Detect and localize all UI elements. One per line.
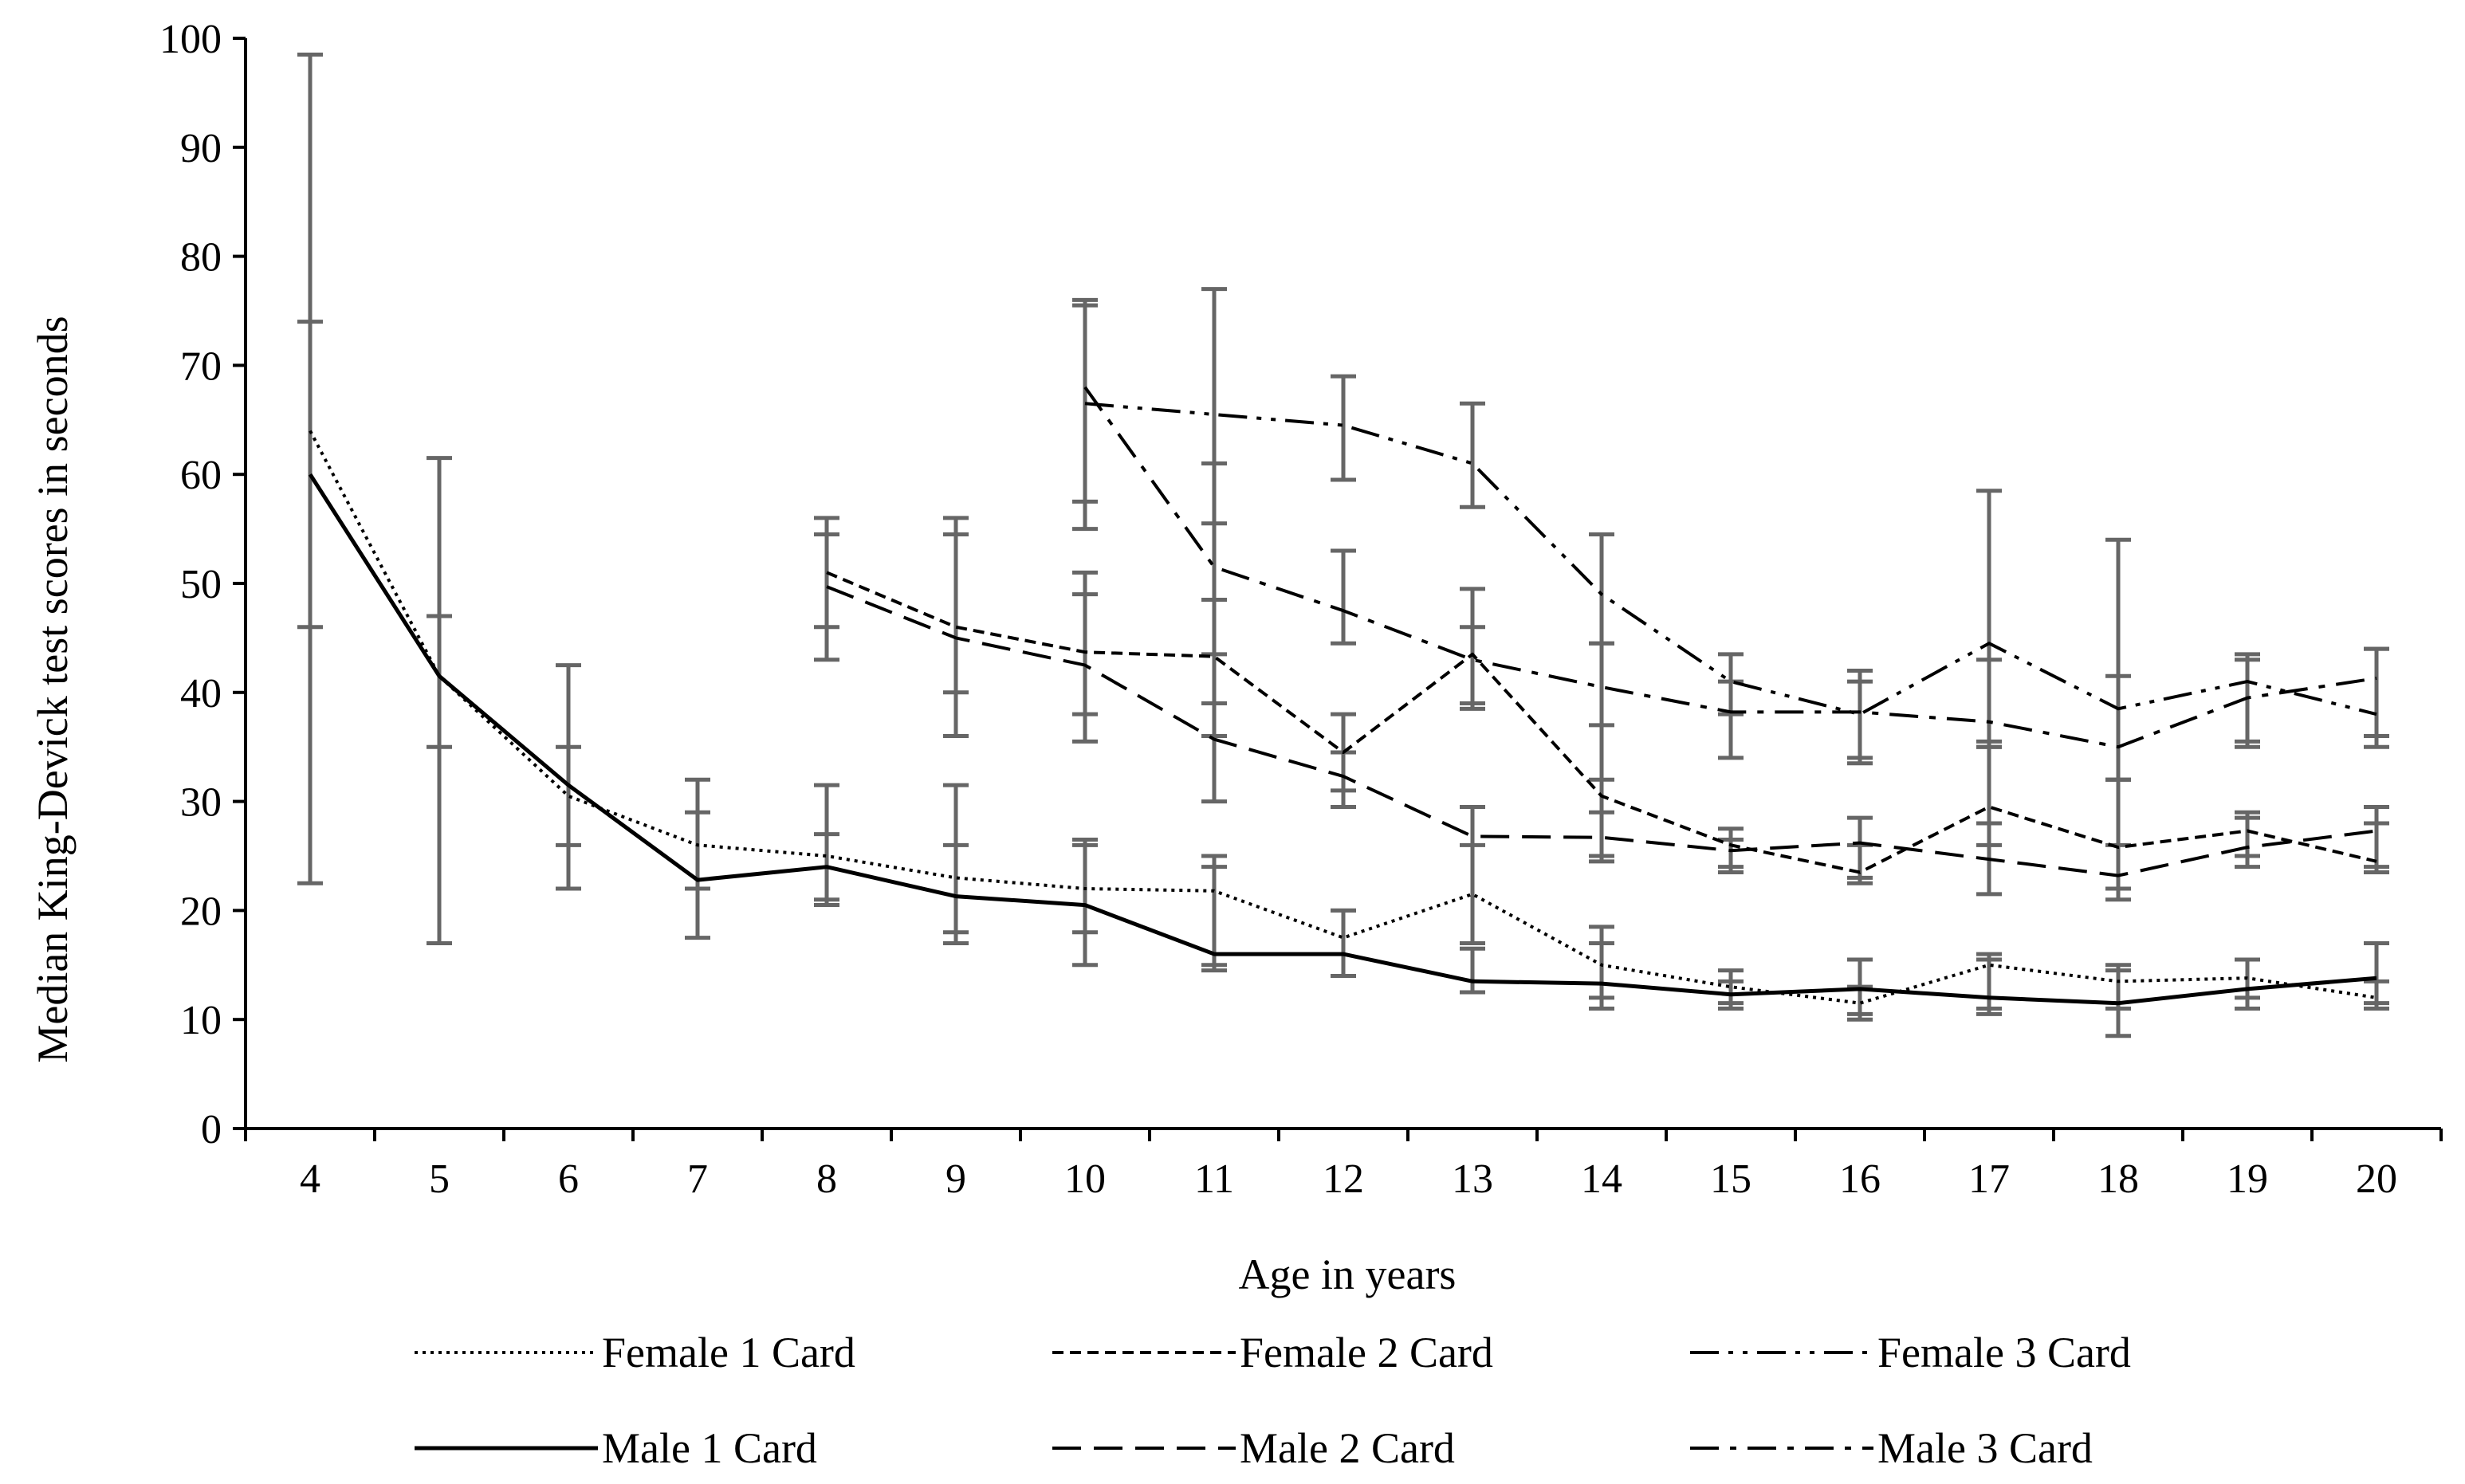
y-tick-label: 90 <box>180 126 222 171</box>
legend-label: Female 3 Card <box>1877 1329 2131 1376</box>
y-tick-label: 10 <box>180 998 222 1043</box>
x-tick-label: 7 <box>687 1156 708 1202</box>
x-tick-label: 14 <box>1581 1156 1622 1202</box>
y-tick-label: 30 <box>180 780 222 826</box>
y-tick-label: 100 <box>159 17 222 62</box>
axes: 0 10 20 30 40 50 60 70 80 90 100 4 5 6 7 8 9 10 11 12 13 14 15… <box>159 17 2443 1202</box>
legend: Female 1 Card Female 2 Card Female 3 Card M… <box>415 1329 2131 1472</box>
series-line <box>826 585 2377 877</box>
series-line <box>309 430 2377 1005</box>
y-tick-label: 20 <box>180 889 222 934</box>
y-tick-label: 70 <box>180 344 222 389</box>
legend-label: Male 3 Card <box>1877 1424 2093 1472</box>
y-tick-label: 0 <box>201 1107 222 1152</box>
series-lines <box>308 386 2377 1006</box>
x-tick-label: 12 <box>1323 1156 1364 1202</box>
x-tick-label: 16 <box>1839 1156 1881 1202</box>
series-line <box>308 473 2377 1006</box>
error-bars <box>297 53 2389 1038</box>
x-tick-label: 9 <box>946 1156 966 1202</box>
x-tick-label: 20 <box>2356 1156 2397 1202</box>
x-tick-label: 19 <box>2227 1156 2268 1202</box>
series-line <box>826 571 2377 874</box>
x-axis-title: Age in years <box>1239 1250 1457 1298</box>
legend-label: Male 2 Card <box>1240 1424 1455 1472</box>
series-line <box>1083 386 2377 749</box>
x-tick-label: 17 <box>1968 1156 2010 1202</box>
y-axis-title: Median King-Devick test scores in second… <box>29 316 77 1062</box>
x-tick-label: 5 <box>429 1156 450 1202</box>
legend-label: Female 2 Card <box>1240 1329 1493 1376</box>
y-tick-label: 50 <box>180 562 222 607</box>
x-tick-label: 8 <box>816 1156 837 1202</box>
x-tick-label: 18 <box>2097 1156 2139 1202</box>
series-line <box>1084 402 2377 716</box>
x-tick-label: 6 <box>558 1156 579 1202</box>
x-tick-label: 15 <box>1710 1156 1751 1202</box>
x-tick-label: 10 <box>1064 1156 1106 1202</box>
x-tick-label: 4 <box>300 1156 320 1202</box>
x-tick-label: 11 <box>1194 1156 1234 1202</box>
legend-label: Female 1 Card <box>602 1329 855 1376</box>
legend-label: Male 1 Card <box>602 1424 817 1472</box>
y-tick-label: 80 <box>180 235 222 281</box>
x-tick-label: 13 <box>1452 1156 1493 1202</box>
y-tick-label: 40 <box>180 671 222 716</box>
y-tick-label: 60 <box>180 453 222 498</box>
